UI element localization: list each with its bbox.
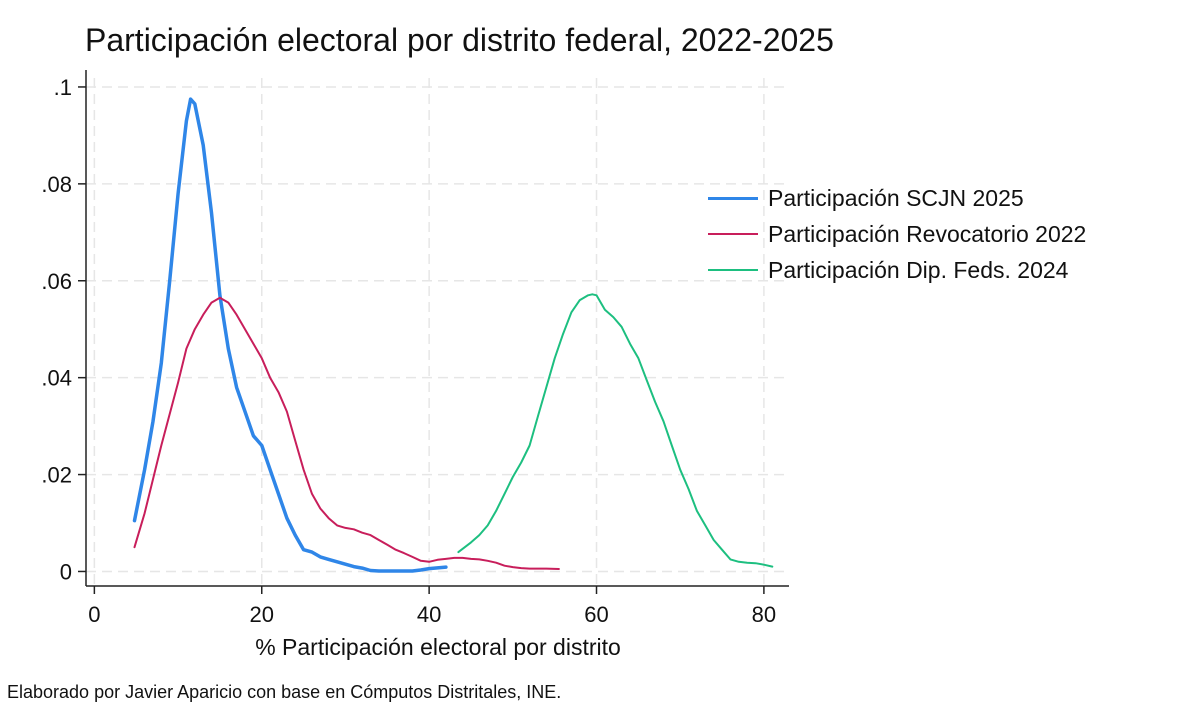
legend-swatch-diputados: [708, 269, 758, 271]
x-tick-label: 60: [584, 602, 608, 627]
dip-feds-2024-line: [457, 293, 774, 568]
y-tick-label: .02: [41, 463, 72, 488]
revocatorio-2022-line: [133, 296, 560, 570]
y-tick-label: 0: [60, 559, 72, 584]
x-axis-label: % Participación electoral por distrito: [255, 634, 621, 660]
y-tick-label: .04: [41, 366, 72, 391]
legend-item-revocatorio: Participación Revocatorio 2022: [708, 216, 1086, 252]
y-tick-label: .06: [41, 269, 72, 294]
x-tick-label: 20: [250, 602, 274, 627]
chart-legend: Participación SCJN 2025 Participación Re…: [708, 180, 1086, 288]
y-tick-label: .08: [41, 172, 72, 197]
y-tick-label: .1: [54, 75, 72, 100]
chart-title: Participación electoral por distrito fed…: [85, 22, 834, 58]
tick-labels: 0 20 40 60 80 0 .02 .04 .06 .08 .1: [41, 75, 776, 627]
x-tick-label: 40: [417, 602, 441, 627]
legend-item-diputados: Participación Dip. Feds. 2024: [708, 252, 1086, 288]
legend-label-revocatorio: Participación Revocatorio 2022: [768, 220, 1087, 247]
axes: [78, 70, 789, 594]
chart-footnote: Elaborado por Javier Aparicio con base e…: [7, 682, 562, 702]
legend-swatch-revocatorio: [708, 233, 758, 235]
legend-swatch-scjn: [708, 196, 758, 200]
scjn-2025-line: [132, 97, 448, 573]
legend-label-scjn: Participación SCJN 2025: [768, 184, 1024, 211]
legend-item-scjn: Participación SCJN 2025: [708, 180, 1086, 216]
x-tick-label: 0: [88, 602, 100, 627]
series-lines: [132, 97, 774, 573]
grid-lines: [86, 78, 789, 586]
x-tick-label: 80: [752, 602, 776, 627]
legend-label-diputados: Participación Dip. Feds. 2024: [768, 256, 1069, 283]
